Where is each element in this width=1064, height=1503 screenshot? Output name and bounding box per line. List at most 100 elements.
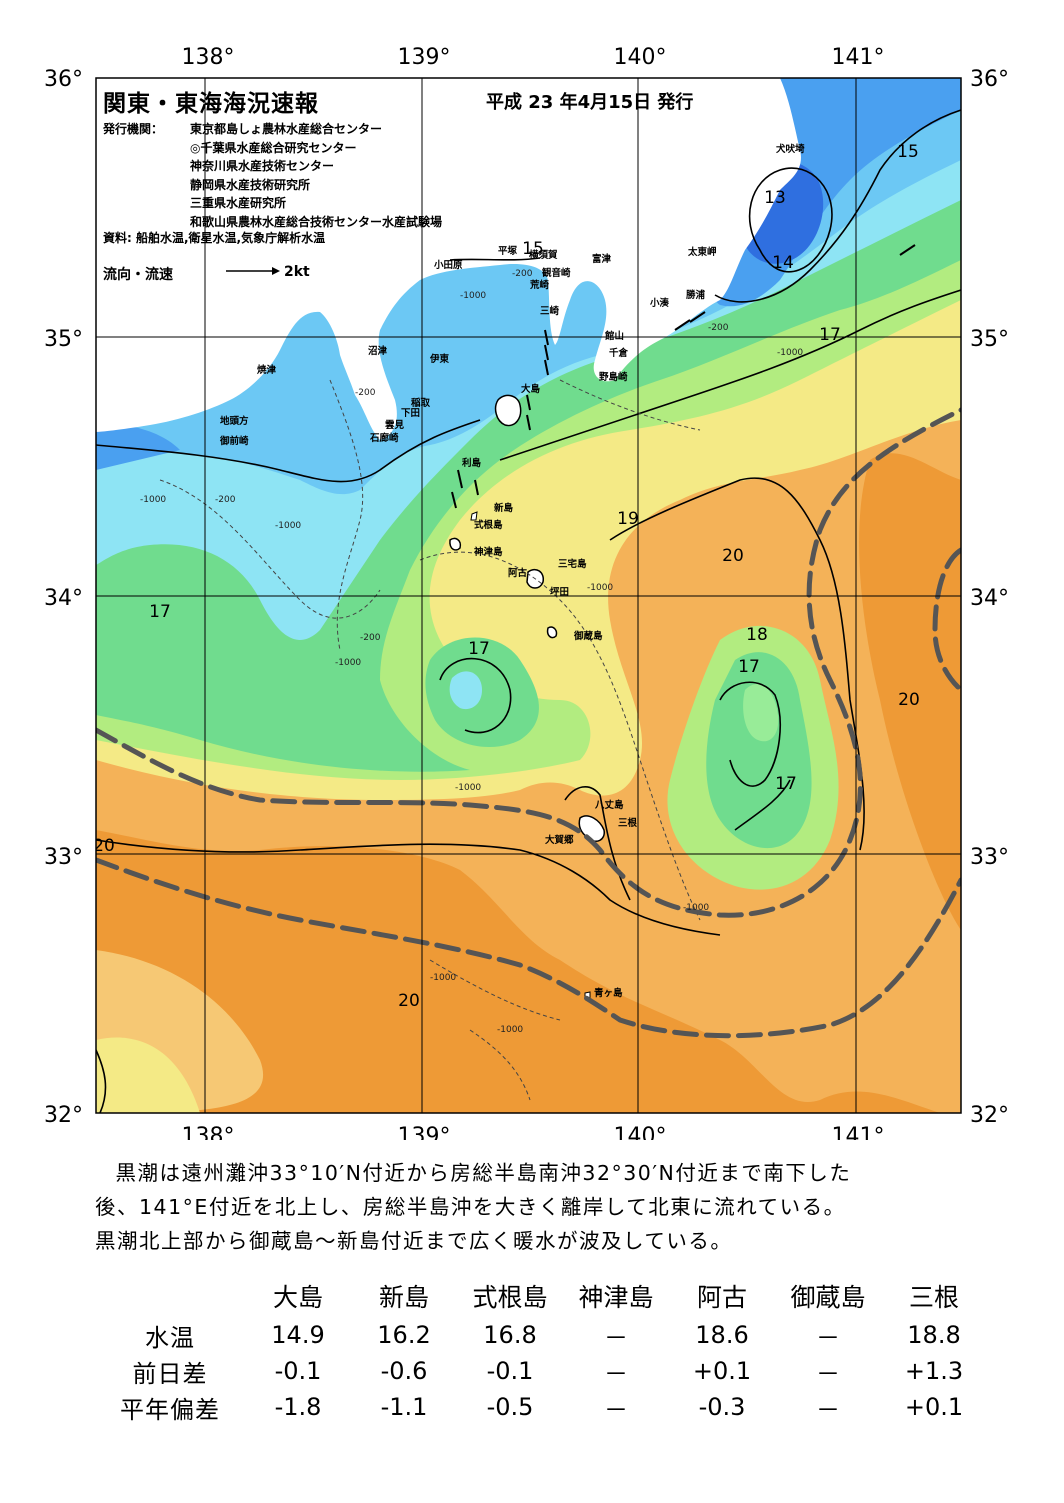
island-kozushima (449, 537, 462, 551)
isotherm-17-eddy (719, 681, 781, 787)
depth-label: -200 (360, 633, 381, 643)
table-cell: +1.3 (904, 1357, 964, 1385)
depth-label: -1000 (335, 658, 361, 668)
flow-scale-label: 2kt (284, 264, 310, 280)
isotherm-label: 17 (468, 639, 490, 659)
longitude-labels-bottom: 138° 139° 140° 141° (182, 1124, 885, 1149)
place-name: 館山 (604, 330, 624, 342)
depth-label: -200 (512, 269, 533, 279)
place-name: 利島 (461, 457, 482, 469)
depth-label: -1000 (460, 291, 486, 301)
table-row: 前日差 -0.1 -0.6 -0.1 － +0.1 － +1.3 (95, 1353, 987, 1389)
map-frame (95, 77, 962, 1114)
place-name: 小湊 (649, 297, 670, 309)
place-name: 大賀郷 (545, 834, 574, 846)
issuer-item: 東京都島しょ農林水産総合センター (190, 122, 383, 136)
row-label: 水温 (145, 1323, 195, 1352)
issuer-item: ◎千葉県水産総合研究センター (190, 140, 357, 155)
summary-line: 黒潮北上部から御蔵島～新島付近まで広く暖水が波及している。 (95, 1229, 733, 1253)
zone-17-west-eddy (425, 637, 539, 748)
place-name: 稲取 (411, 397, 431, 409)
isotherm-label: 15 (522, 239, 544, 259)
isotherm-label: 13 (764, 188, 786, 208)
place-name: 石廊崎 (369, 432, 399, 444)
place-name: 三根 (618, 817, 638, 829)
table-cell: 18.6 (695, 1321, 749, 1349)
zone-16-west-eddy (449, 671, 482, 710)
lat-label: 32° (970, 1103, 1009, 1128)
table-cell: -0.5 (486, 1393, 534, 1421)
place-name: 観音崎 (542, 267, 571, 279)
table-cell: － (604, 1359, 628, 1388)
lon-label: 139° (398, 1124, 451, 1140)
lon-label: 141° (832, 1124, 885, 1140)
place-name: 伊東 (429, 353, 450, 365)
data-source: 資料: 船舶水温,衛星水温,気象庁解析水温 (103, 231, 326, 245)
zone-19-south (96, 1037, 200, 1113)
table-row: 平年偏差 -1.8 -1.1 -0.5 － -0.3 － +0.1 (95, 1389, 987, 1425)
issuer-item: 和歌山県農林水産総合技術センター水産試験場 (190, 214, 443, 229)
place-name: 富津 (592, 253, 612, 265)
zone-14-west (96, 420, 180, 470)
place-name: 雲見 (385, 419, 405, 431)
place-name: 横須賀 (529, 249, 558, 261)
table-header-row: 大島 新島 式根島 神津島 阿古 御蔵島 三根 (95, 1275, 987, 1317)
isotherm-sw (96, 1049, 107, 1113)
island-oshima (494, 394, 522, 427)
place-name: 勝浦 (686, 289, 706, 301)
observation-table: 大島 新島 式根島 神津島 阿古 御蔵島 三根 水温 14.9 16.2 16.… (95, 1275, 987, 1425)
place-name: 太東岬 (688, 246, 717, 258)
station-header: 阿古 (696, 1283, 747, 1312)
row-label: 前日差 (132, 1359, 208, 1388)
isotherm-label-group: 13 14 15 15 17 17 19 20 18 17 17 17 20 2… (96, 142, 920, 1011)
isotherm-label: 14 (772, 253, 794, 273)
isotherm-17-south (734, 779, 791, 831)
isotherm-16-west (96, 419, 481, 483)
table-cell: -1.8 (274, 1393, 322, 1421)
issuer-item: 神奈川県水産技術センター (190, 159, 335, 173)
isotherm-14 (714, 109, 961, 303)
page-title: 関東・東海海況速報 (103, 91, 319, 117)
current-arrows (451, 244, 916, 509)
isotherm-18 (499, 289, 961, 461)
table-cell: － (604, 1395, 628, 1424)
station-header: 御蔵島 (790, 1283, 866, 1312)
place-name: 大島 (521, 383, 541, 395)
summary-line: 黒潮は遠州灘沖33°10′N付近から房総半島南沖32°30′N付近まで南下した (115, 1161, 852, 1185)
place-name: 三崎 (540, 305, 560, 317)
depth-label: -1000 (777, 348, 803, 358)
depth-label-group: -200 -200 -200 -200 -200 -1000 -1000 -10… (140, 269, 803, 1035)
issuer-label: 発行機関： (103, 122, 164, 136)
lon-label: 139° (398, 45, 451, 70)
depth-label: -1000 (497, 1025, 523, 1035)
depth-label: -1000 (140, 495, 166, 505)
kuroshio-axis (96, 407, 961, 1039)
table-row: 水温 14.9 16.2 16.8 － 18.6 － 18.8 (95, 1317, 987, 1353)
latitude-labels-right: 36° 35° 34° 33° 32° (970, 67, 1009, 1128)
place-name: 下田 (401, 408, 420, 419)
lat-label: 35° (44, 327, 83, 352)
graticule (96, 78, 961, 1113)
table-cell: － (816, 1323, 840, 1352)
latitude-labels-left: 36° 35° 34° 33° 32° (44, 67, 83, 1128)
lon-label: 141° (832, 45, 885, 70)
isotherm-label: 19 (617, 509, 639, 529)
lat-label: 36° (44, 67, 83, 92)
place-name: 三宅島 (558, 558, 587, 570)
place-name: 荒崎 (529, 279, 550, 291)
place-name-group: 犬吠埼 太東岬 勝浦 小湊 富津 観音崎 荒崎 三崎 館山 千倉 野島崎 平塚 … (219, 143, 805, 999)
place-name: 平塚 (498, 245, 518, 257)
isotherm-label: 17 (819, 325, 841, 345)
station-header: 新島 (378, 1283, 429, 1312)
lat-label: 35° (970, 327, 1009, 352)
depth-label: -1000 (275, 521, 301, 531)
place-name: 神津島 (474, 546, 503, 558)
isotherm-label: 20 (898, 690, 920, 710)
table-cell: -0.3 (698, 1393, 746, 1421)
isotherm-label: 17 (775, 774, 797, 794)
summary-text: 黒潮は遠州灘沖33°10′N付近から房総半島南沖32°30′N付近まで南下した … (95, 1156, 1015, 1258)
flow-label: 流向・流速 (103, 267, 173, 283)
place-name: 新島 (494, 502, 514, 514)
zone-17-eddy (706, 652, 812, 849)
table-cell: 14.9 (271, 1321, 325, 1349)
